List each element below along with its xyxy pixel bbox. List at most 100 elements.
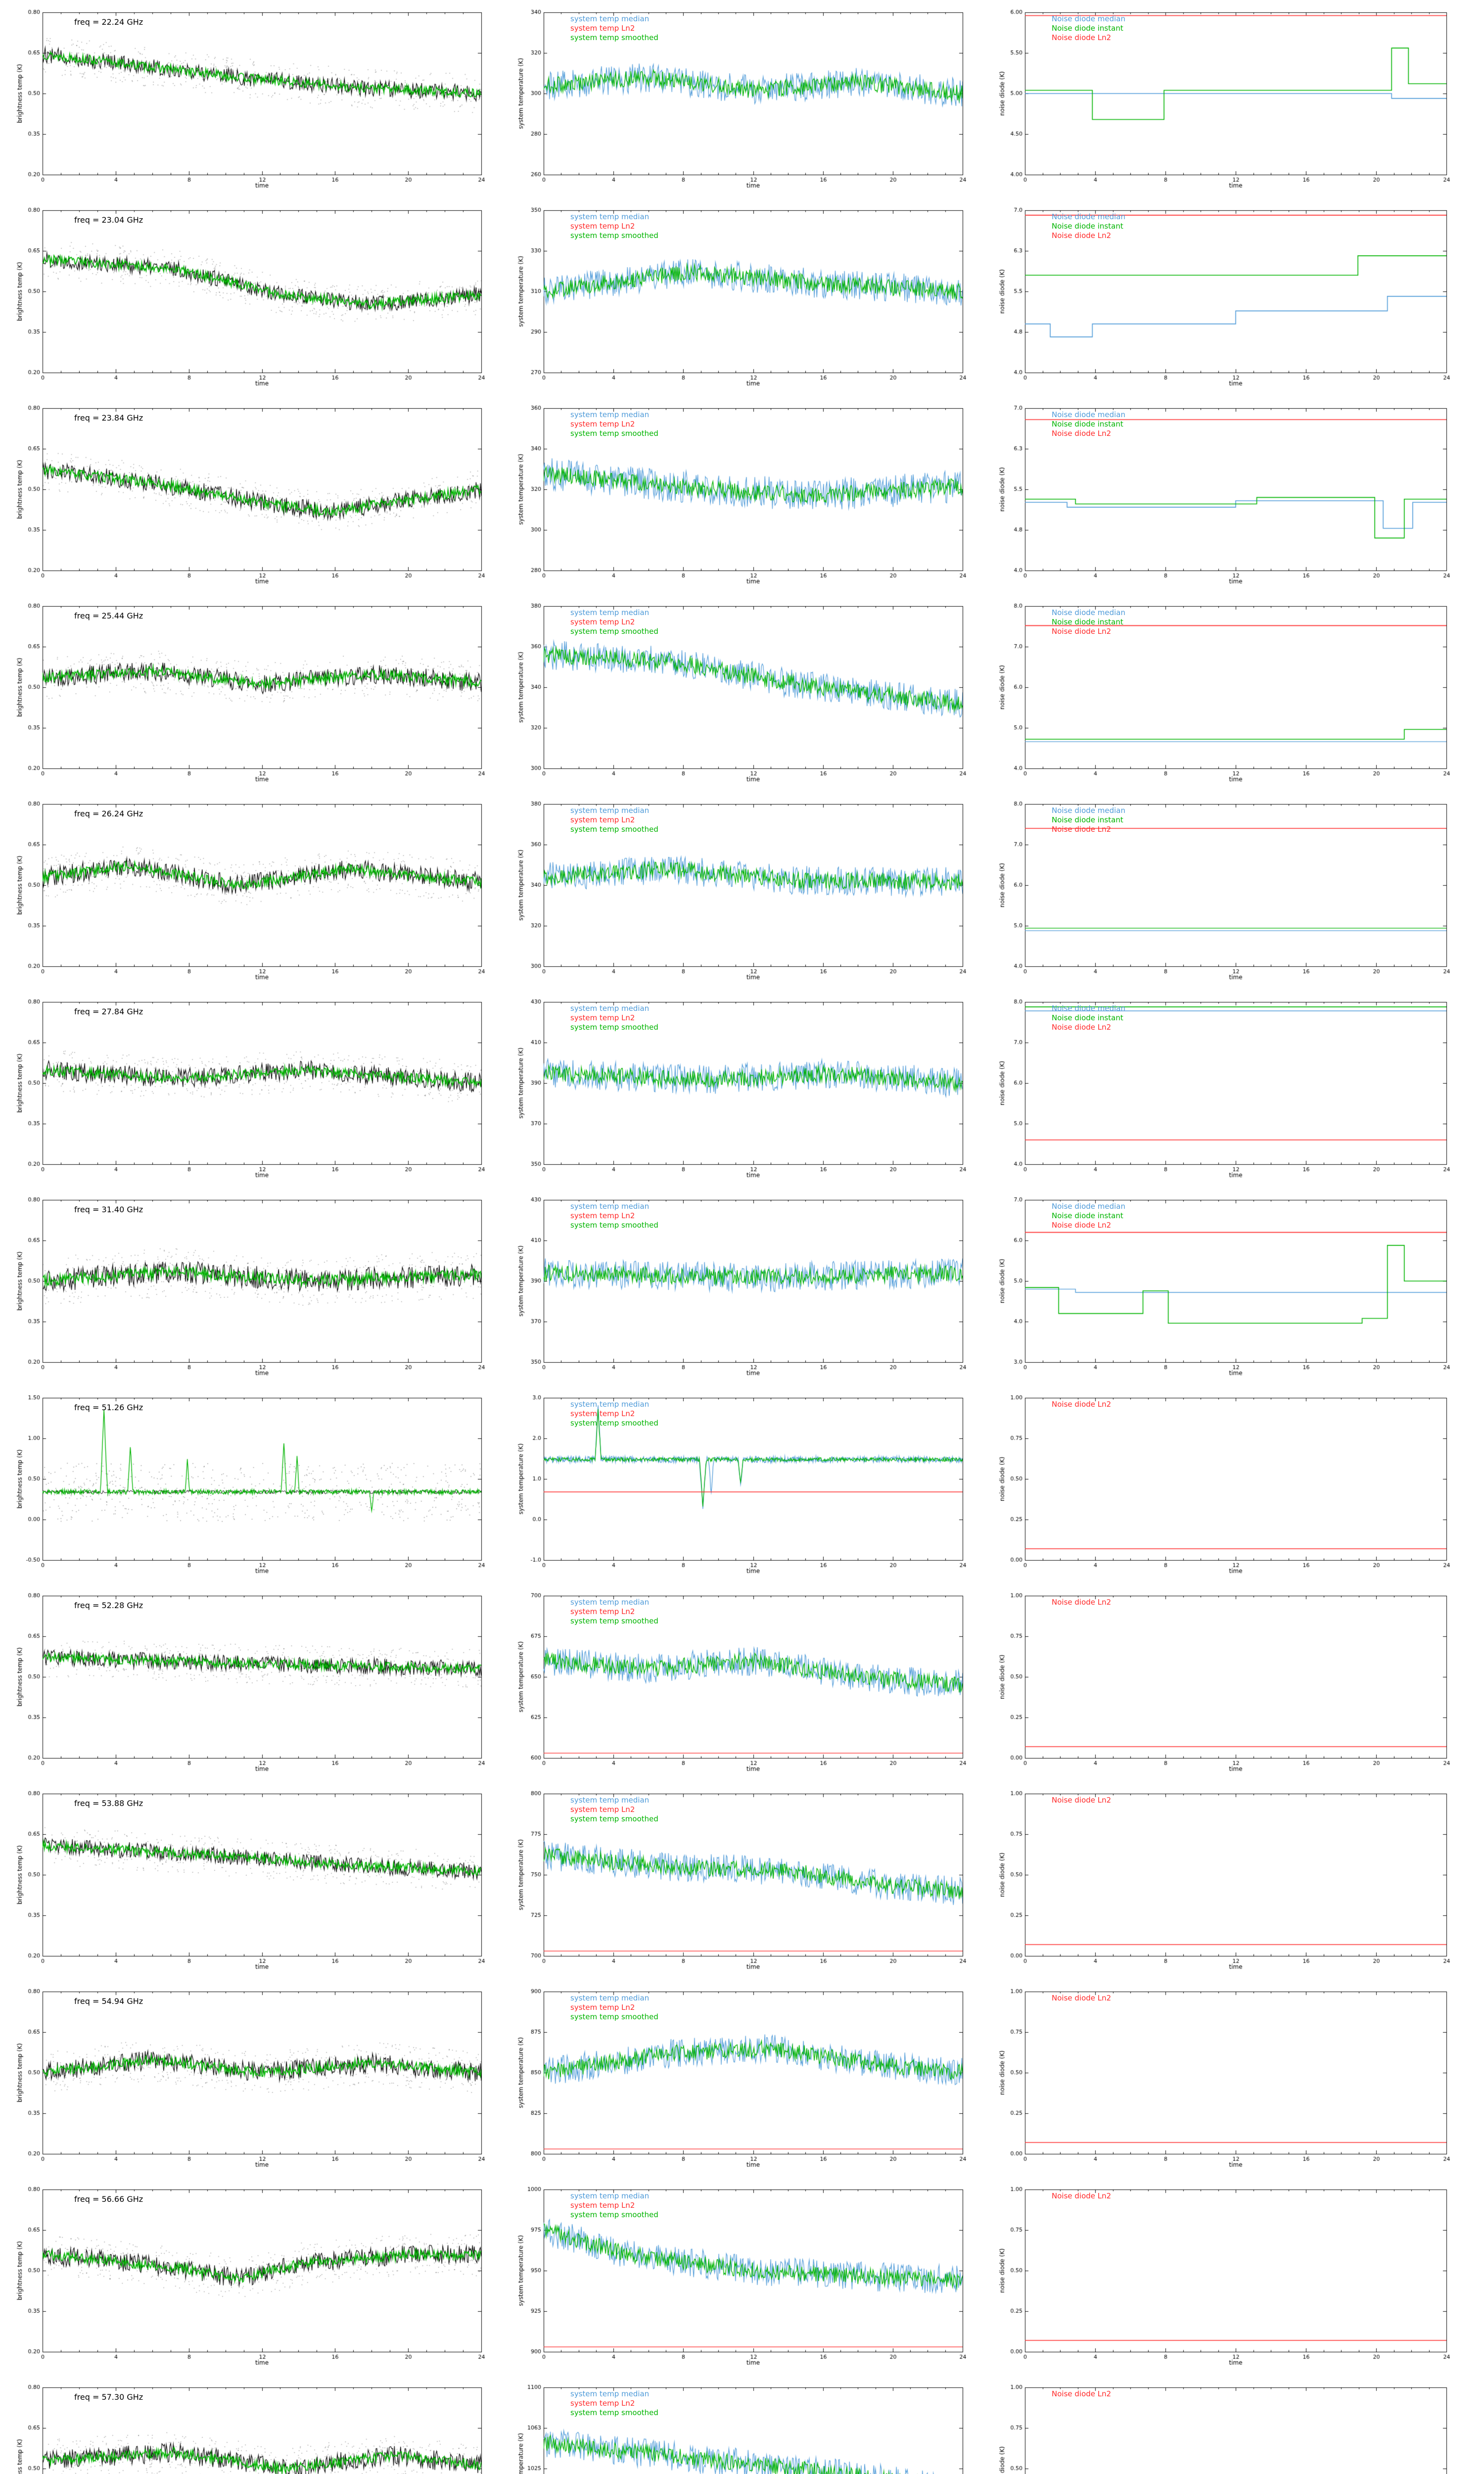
freq-label: freq = 56.66 GHz (74, 2194, 143, 2204)
noise-diode-plot-canvas (997, 600, 1452, 785)
freq-label: freq = 53.88 GHz (74, 1799, 143, 1808)
legend-item: system temp Ln2 (570, 1805, 635, 1814)
system-temp-legend: system temp median system temp Ln2 system … (570, 2389, 658, 2417)
legend-item: Noise diode Ln2 (1052, 626, 1112, 636)
legend-item: system temp Ln2 (570, 617, 635, 626)
legend-item: system temp median (570, 1202, 649, 1211)
system-temp-legend: system temp median system temp Ln2 system … (570, 1400, 658, 1427)
legend-item: system temp smoothed (570, 2012, 658, 2021)
legend-item: system temp smoothed (570, 824, 658, 834)
brightness-panel: freq = 31.40 GHz (15, 1194, 487, 1379)
system-temp-plot-canvas (516, 600, 969, 785)
system-temp-panel: system temp median system temp Ln2 system … (516, 1590, 969, 1775)
plot-row: freq = 53.88 GHz system temp median syste… (0, 1781, 1484, 1979)
system-temp-panel: system temp median system temp Ln2 system … (516, 996, 969, 1181)
legend-item: Noise diode Ln2 (1052, 428, 1112, 438)
noise-diode-panel: Noise diode median Noise diode instant Noi… (997, 996, 1452, 1181)
noise-diode-plot-canvas (997, 996, 1452, 1181)
brightness-plot-canvas (15, 1788, 487, 1973)
plot-row: freq = 57.30 GHz system temp median syste… (0, 2375, 1484, 2474)
legend-item: Noise diode instant (1052, 23, 1123, 33)
system-temp-panel: system temp median system temp Ln2 system … (516, 600, 969, 785)
brightness-plot-canvas (15, 798, 487, 983)
legend-item: system temp smoothed (570, 1022, 658, 1032)
freq-label: freq = 23.84 GHz (74, 413, 143, 423)
system-temp-plot-canvas (516, 402, 969, 587)
noise-diode-plot-canvas (997, 1392, 1452, 1577)
system-temp-legend: system temp median system temp Ln2 system … (570, 1004, 658, 1032)
brightness-panel: freq = 23.84 GHz (15, 402, 487, 587)
freq-label: freq = 57.30 GHz (74, 2392, 143, 2402)
system-temp-panel: system temp median system temp Ln2 system … (516, 2381, 969, 2474)
legend-item: system temp Ln2 (570, 2398, 635, 2408)
legend-item: system temp median (570, 1796, 649, 1805)
freq-label: freq = 52.28 GHz (74, 1601, 143, 1610)
noise-diode-legend: Noise diode median Noise diode instant Noi… (1052, 14, 1125, 42)
freq-label: freq = 22.24 GHz (74, 17, 143, 27)
noise-diode-panel: Noise diode median Noise diode instant Noi… (997, 600, 1452, 785)
legend-item: system temp median (570, 1400, 649, 1409)
plot-row: freq = 51.26 GHz system temp median syste… (0, 1385, 1484, 1583)
system-temp-legend: system temp median system temp Ln2 system … (570, 1994, 658, 2021)
legend-item: system temp median (570, 1598, 649, 1607)
system-temp-plot-canvas (516, 1392, 969, 1577)
plot-row: freq = 23.84 GHz system temp median syste… (0, 396, 1484, 594)
noise-diode-panel: Noise diode Ln2 (997, 2381, 1452, 2474)
noise-diode-panel: Noise diode median Noise diode instant Noi… (997, 1194, 1452, 1379)
legend-item: system temp median (570, 212, 649, 221)
noise-diode-plot-canvas (997, 1788, 1452, 1973)
system-temp-plot-canvas (516, 2184, 969, 2369)
brightness-plot-canvas (15, 1194, 487, 1379)
brightness-plot-canvas (15, 6, 487, 191)
brightness-panel: freq = 57.30 GHz (15, 2381, 487, 2474)
noise-diode-legend: Noise diode median Noise diode instant Noi… (1052, 212, 1125, 240)
legend-item: Noise diode median (1052, 212, 1125, 221)
legend-item: system temp median (570, 2191, 649, 2200)
noise-diode-legend: Noise diode median Noise diode instant Noi… (1052, 1004, 1125, 1032)
brightness-panel: freq = 51.26 GHz (15, 1392, 487, 1577)
legend-item: system temp smoothed (570, 1418, 658, 1427)
legend-item: Noise diode median (1052, 806, 1125, 815)
noise-diode-panel: Noise diode median Noise diode instant Noi… (997, 6, 1452, 191)
system-temp-panel: system temp median system temp Ln2 system … (516, 798, 969, 983)
plot-row: freq = 31.40 GHz system temp median syste… (0, 1188, 1484, 1385)
legend-item: Noise diode instant (1052, 815, 1123, 824)
legend-item: system temp median (570, 14, 649, 23)
legend-item: Noise diode median (1052, 608, 1125, 617)
system-temp-panel: system temp median system temp Ln2 system … (516, 1194, 969, 1379)
legend-item: Noise diode instant (1052, 617, 1123, 626)
noise-diode-legend: Noise diode Ln2 (1052, 1796, 1111, 1805)
legend-item: Noise diode instant (1052, 221, 1123, 231)
legend-item: Noise diode median (1052, 410, 1125, 419)
noise-diode-panel: Noise diode median Noise diode instant Noi… (997, 402, 1452, 587)
system-temp-legend: system temp median system temp Ln2 system … (570, 1202, 658, 1230)
noise-diode-legend: Noise diode Ln2 (1052, 2191, 1111, 2201)
noise-diode-plot-canvas (997, 1194, 1452, 1379)
legend-item: system temp Ln2 (570, 1409, 635, 1418)
noise-diode-panel: Noise diode median Noise diode instant Noi… (997, 204, 1452, 389)
noise-diode-plot-canvas (997, 204, 1452, 389)
brightness-plot-canvas (15, 1590, 487, 1775)
legend-item: Noise diode Ln2 (1052, 33, 1112, 42)
brightness-plot-canvas (15, 2184, 487, 2369)
legend-item: Noise diode instant (1052, 1211, 1123, 1220)
legend-item: Noise diode Ln2 (1052, 1022, 1112, 1032)
legend-item: system temp smoothed (570, 2408, 658, 2417)
system-temp-panel: system temp median system temp Ln2 system … (516, 6, 969, 191)
plot-row: freq = 54.94 GHz system temp median syste… (0, 1979, 1484, 2177)
freq-label: freq = 27.84 GHz (74, 1007, 143, 1016)
brightness-plot-canvas (15, 1986, 487, 2171)
brightness-panel: freq = 54.94 GHz (15, 1986, 487, 2171)
legend-item: system temp median (570, 608, 649, 617)
system-temp-legend: system temp median system temp Ln2 system … (570, 14, 658, 42)
noise-diode-legend: Noise diode median Noise diode instant Noi… (1052, 410, 1125, 438)
brightness-panel: freq = 56.66 GHz (15, 2184, 487, 2369)
plot-row: freq = 52.28 GHz system temp median syste… (0, 1583, 1484, 1781)
freq-label: freq = 25.44 GHz (74, 611, 143, 620)
noise-diode-legend: Noise diode Ln2 (1052, 1994, 1111, 2003)
noise-diode-legend: Noise diode median Noise diode instant Noi… (1052, 806, 1125, 834)
legend-item: system temp median (570, 1994, 649, 2002)
system-temp-panel: system temp median system temp Ln2 system … (516, 1986, 969, 2171)
legend-item: Noise diode Ln2 (1052, 2389, 1112, 2398)
brightness-panel: freq = 27.84 GHz (15, 996, 487, 1181)
